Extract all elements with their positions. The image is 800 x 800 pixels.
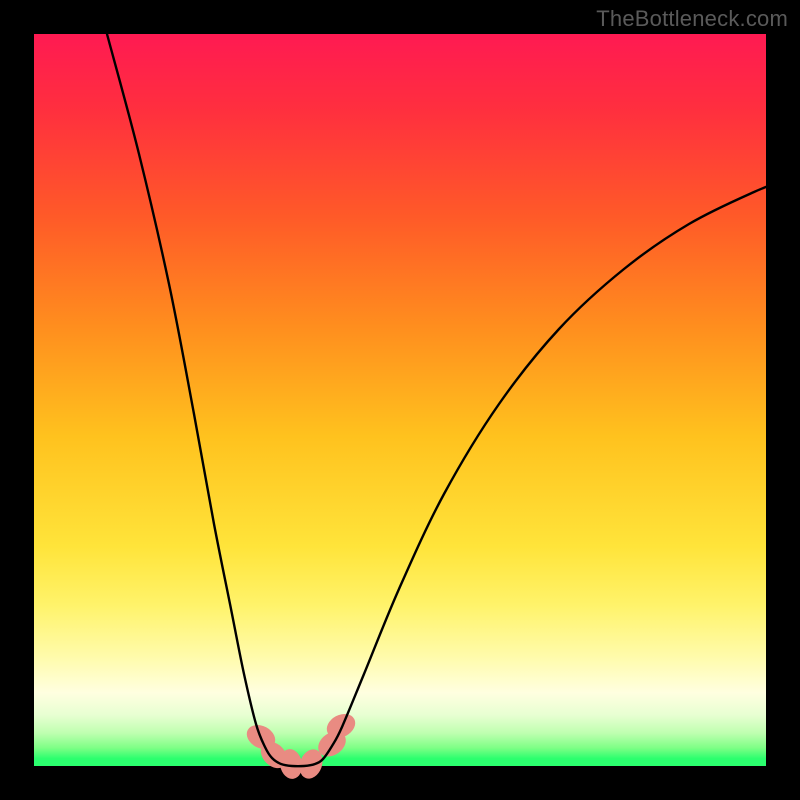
gradient-background [34,34,766,766]
bottleneck-chart [0,0,800,800]
chart-container: { "watermark": "TheBottleneck.com", "cha… [0,0,800,800]
watermark-text: TheBottleneck.com [596,6,788,32]
